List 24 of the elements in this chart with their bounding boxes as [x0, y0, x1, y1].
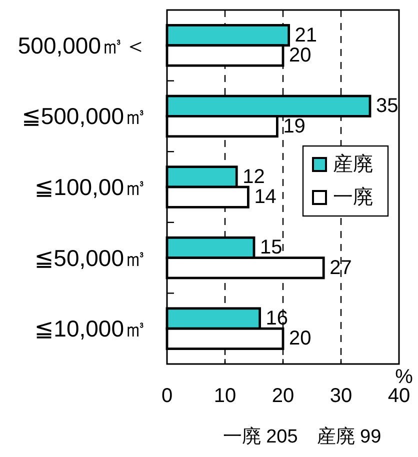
y-tick-label: 500,000㎥＜ — [18, 32, 147, 58]
data-label: 16 — [266, 308, 288, 330]
x-tick-label: 30 — [330, 385, 352, 407]
data-label: 20 — [289, 328, 312, 350]
data-label: 35 — [376, 95, 398, 118]
x-tick-label: 0 — [161, 385, 173, 407]
text: 一廃 205 産廃 99 — [222, 426, 382, 448]
x-tick-label: 10 — [214, 385, 236, 407]
y-tick-label: ≦10,000㎥ — [34, 316, 147, 342]
x-axis-title: % — [395, 366, 414, 388]
legend-label: 産廃 — [333, 154, 373, 176]
data-label: 15 — [260, 236, 282, 259]
x-tick-label: 20 — [272, 385, 294, 407]
data-label: 14 — [254, 186, 276, 208]
legend-label: 一廃 — [333, 186, 373, 208]
y-tick-label: ≦100,00㎥ — [34, 174, 147, 200]
y-tick-label: ≦500,000㎥ — [22, 103, 147, 130]
data-label: 27 — [330, 256, 352, 279]
data-label: 20 — [289, 44, 312, 66]
data-label: 21 — [294, 24, 318, 46]
data-label: 19 — [283, 115, 306, 138]
y-tick-label: ≦50,000㎥ — [34, 244, 147, 271]
data-label: 12 — [242, 166, 265, 188]
x-tick-label: 40 — [388, 385, 410, 407]
